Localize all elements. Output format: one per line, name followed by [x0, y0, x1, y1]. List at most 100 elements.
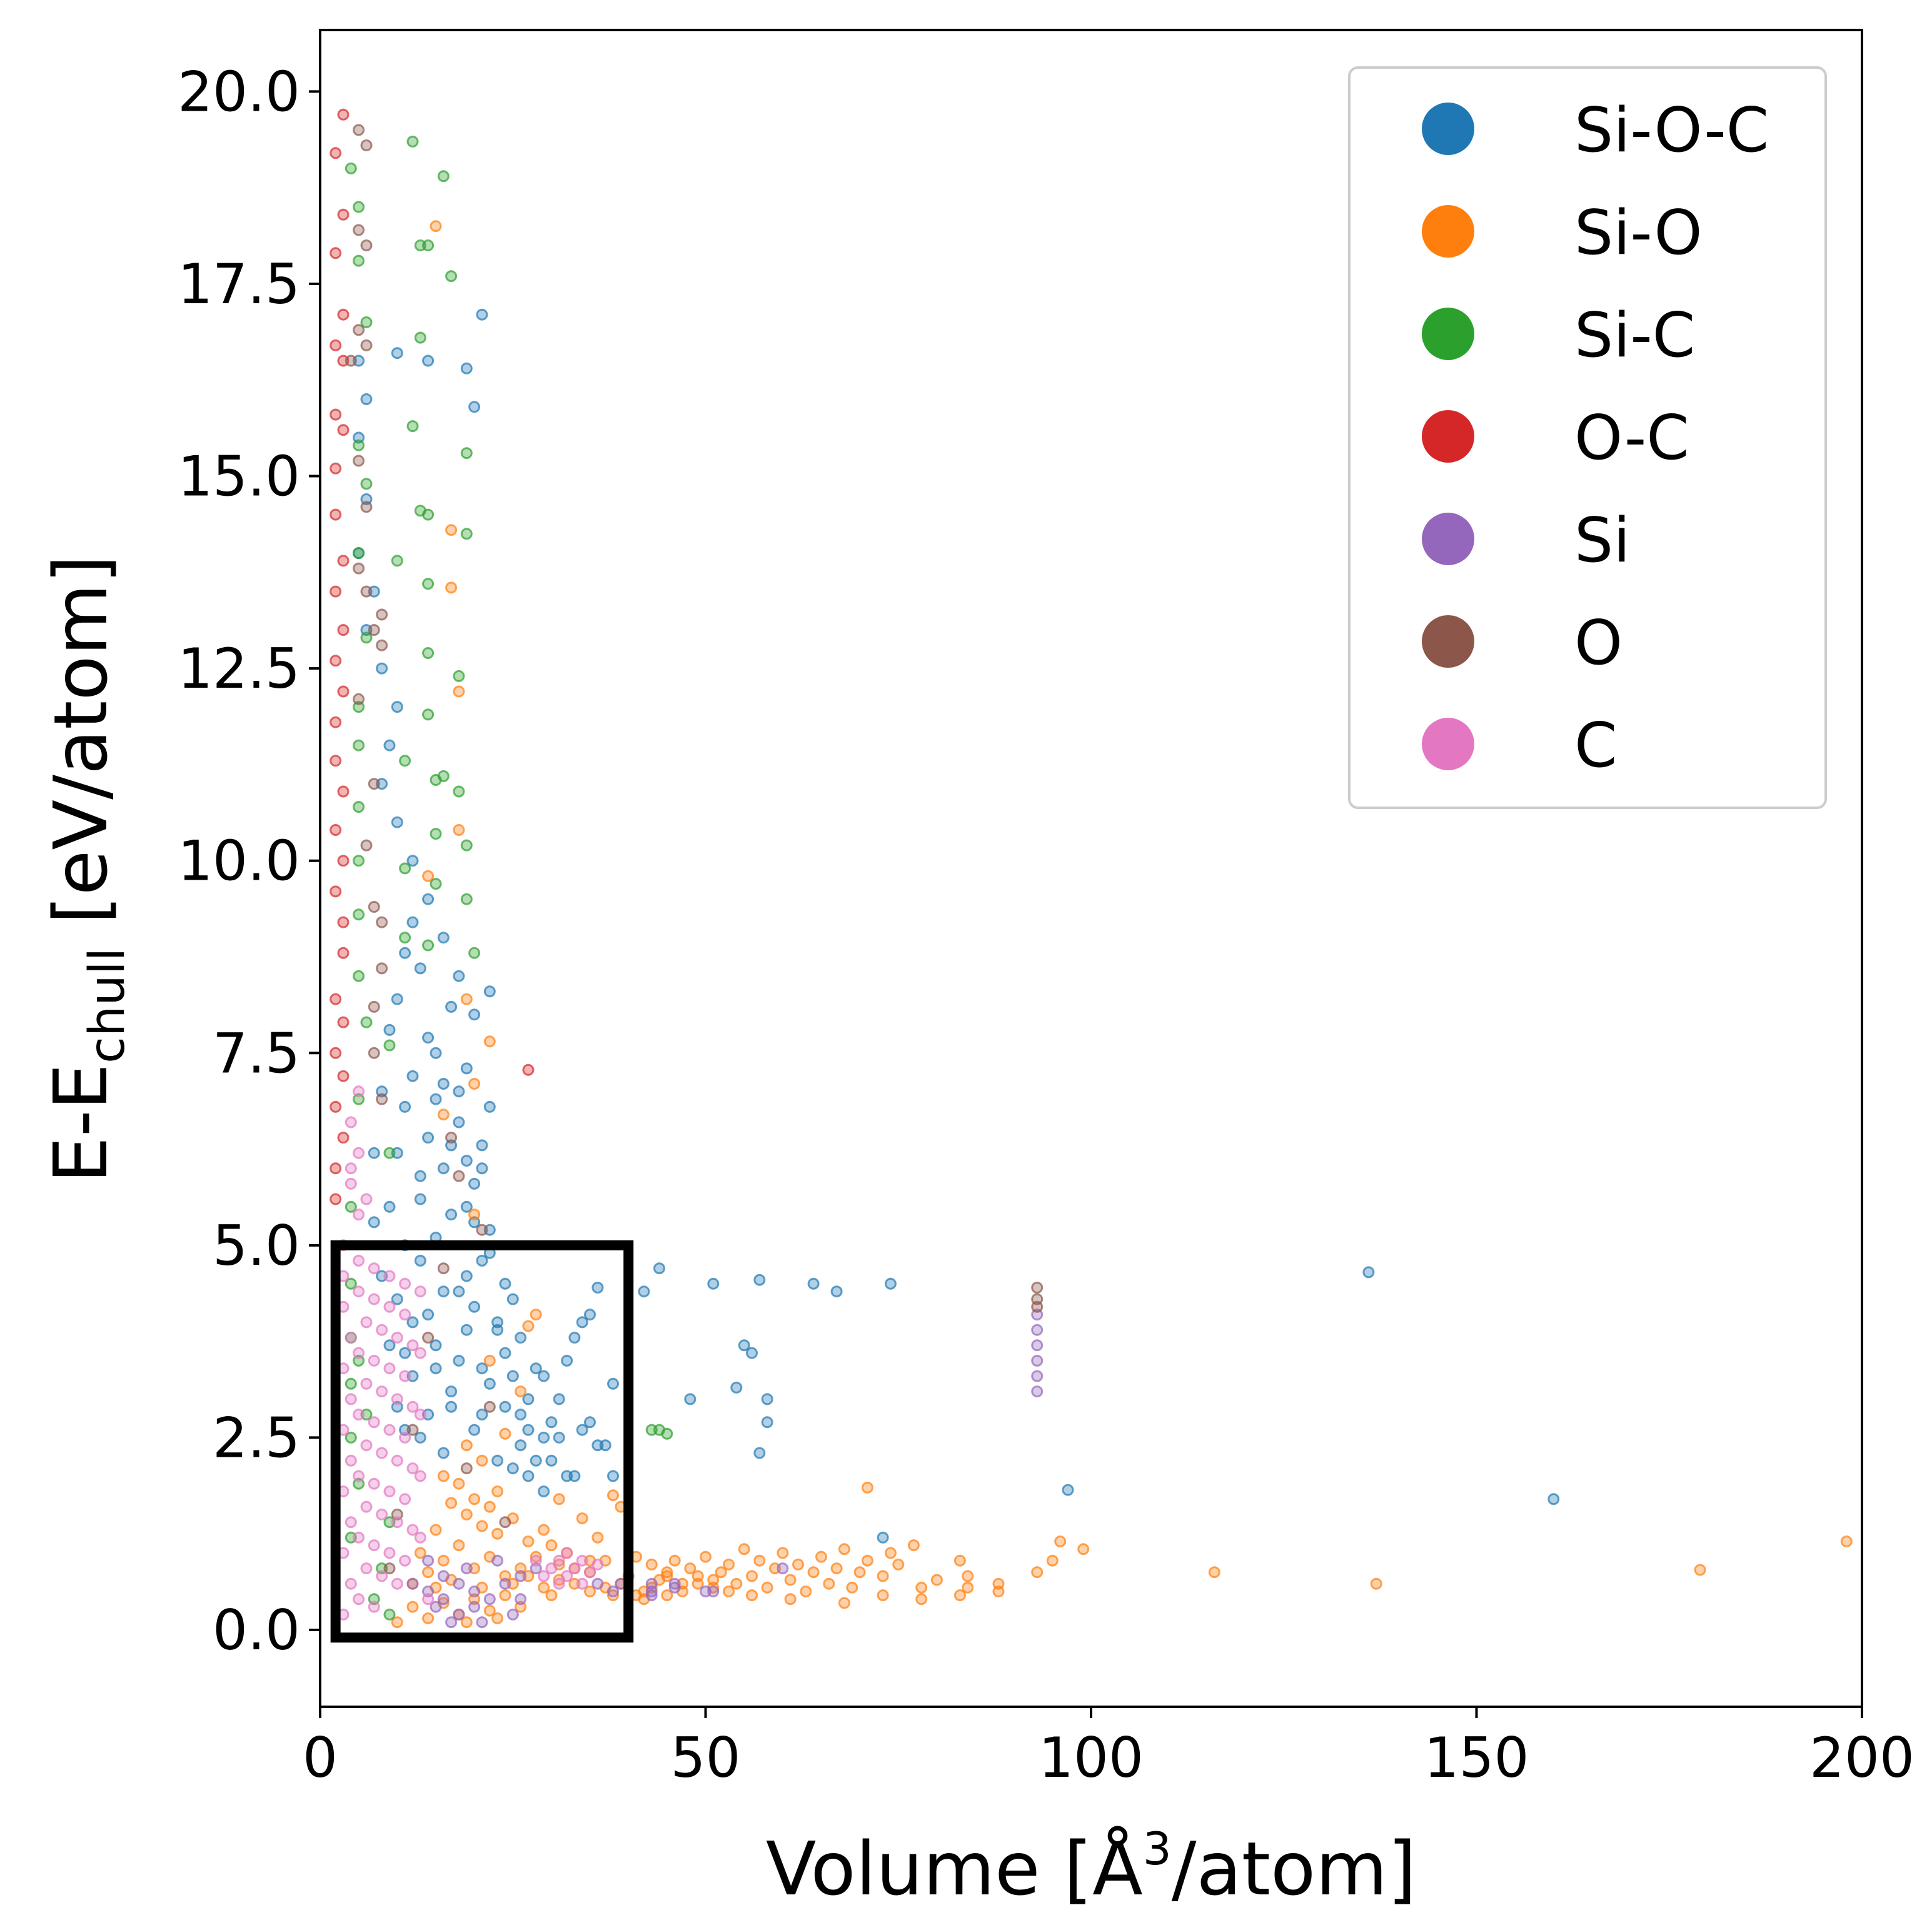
data-point — [460, 1562, 473, 1575]
data-point — [345, 162, 357, 174]
data-point — [330, 655, 342, 667]
data-point — [992, 1586, 1005, 1597]
data-point — [499, 1347, 511, 1359]
data-point — [730, 1577, 743, 1590]
data-point — [453, 670, 465, 682]
data-point — [360, 139, 373, 151]
legend-label: Si-C — [1574, 300, 1695, 371]
data-point — [422, 1593, 435, 1606]
data-point — [406, 1316, 419, 1329]
data-point — [353, 1254, 365, 1267]
data-point — [376, 639, 388, 651]
data-point — [330, 247, 342, 259]
data-point — [353, 693, 365, 705]
data-point — [445, 1400, 458, 1413]
data-point — [491, 1316, 504, 1329]
data-point — [1208, 1566, 1220, 1579]
legend-marker — [1422, 103, 1474, 155]
data-point — [460, 528, 473, 540]
data-point — [368, 1354, 380, 1367]
data-point — [391, 1332, 403, 1344]
data-point — [499, 1400, 511, 1413]
data-point — [391, 1577, 403, 1590]
data-point — [345, 1332, 357, 1344]
data-point — [360, 585, 373, 598]
data-point — [399, 1431, 411, 1444]
data-point — [700, 1551, 712, 1563]
data-point — [399, 862, 411, 875]
data-point — [445, 1132, 458, 1144]
data-point — [391, 1516, 403, 1529]
data-point — [422, 1032, 435, 1044]
data-point — [506, 1370, 519, 1382]
data-point — [376, 1093, 388, 1105]
data-point — [784, 1593, 797, 1606]
data-point — [376, 1508, 388, 1520]
data-point — [483, 1377, 496, 1390]
data-point — [746, 1347, 758, 1359]
data-point — [853, 1566, 866, 1579]
data-point — [337, 947, 350, 959]
data-point — [353, 855, 365, 867]
data-point — [376, 962, 388, 975]
data-point — [414, 1409, 426, 1420]
data-point — [368, 1000, 380, 1013]
data-point — [460, 1616, 473, 1629]
data-point — [368, 1477, 380, 1490]
data-point — [753, 1554, 766, 1567]
data-point — [545, 1562, 558, 1575]
y-tick-label: 15.0 — [178, 445, 300, 509]
data-point — [414, 331, 426, 344]
data-point — [330, 1047, 342, 1059]
data-point — [353, 1147, 365, 1159]
data-point — [422, 1554, 435, 1567]
data-point — [330, 147, 342, 159]
data-point — [414, 1193, 426, 1205]
legend: Si-O-C Si-O Si-C O-C Si OC — [1348, 66, 1827, 809]
y-tick-label: 7.5 — [213, 1021, 300, 1085]
data-point — [468, 1493, 481, 1505]
data-point — [1031, 1300, 1044, 1313]
data-point — [468, 947, 481, 959]
data-point — [330, 1100, 342, 1113]
y-axis-label-subscript: chull — [79, 948, 136, 1063]
data-point — [422, 239, 435, 251]
data-point — [383, 1023, 396, 1036]
data-point — [430, 1339, 442, 1352]
data-point — [414, 1547, 426, 1559]
data-point — [738, 1543, 750, 1556]
data-point — [422, 893, 435, 905]
data-point — [884, 1277, 897, 1290]
data-point — [661, 1570, 673, 1582]
data-point — [453, 685, 465, 698]
data-point — [430, 1047, 442, 1059]
data-point — [1031, 1566, 1044, 1579]
data-point — [483, 1035, 496, 1048]
data-point — [437, 1078, 450, 1090]
data-point — [383, 739, 396, 751]
data-point — [337, 1070, 350, 1082]
data-point — [330, 1193, 342, 1205]
data-point — [576, 1512, 588, 1525]
data-point — [1054, 1535, 1067, 1547]
data-point — [753, 1274, 766, 1286]
data-point — [491, 1554, 504, 1567]
data-point — [376, 608, 388, 621]
data-point — [437, 1593, 450, 1606]
data-point — [522, 1063, 535, 1076]
data-point — [406, 1577, 419, 1590]
data-point — [368, 1047, 380, 1059]
data-point — [345, 354, 357, 367]
data-point — [437, 1554, 450, 1567]
data-point — [723, 1586, 735, 1597]
data-point — [430, 1093, 442, 1105]
data-point — [638, 1285, 650, 1298]
data-point — [645, 1558, 658, 1571]
data-point — [337, 108, 350, 121]
data-point — [368, 1416, 380, 1429]
y-axis: 0.0 2.5 5.0 7.5 10.0 12.5 15.0 17.5 20.0 — [178, 59, 320, 1662]
data-point — [360, 239, 373, 251]
data-point — [345, 1454, 357, 1467]
series-o — [345, 124, 1044, 1575]
data-point — [422, 939, 435, 952]
